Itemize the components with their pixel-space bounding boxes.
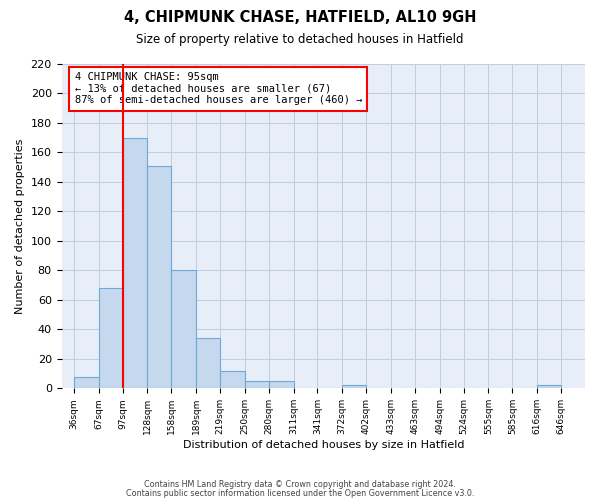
Bar: [74, 376, 98, 388]
Y-axis label: Number of detached properties: Number of detached properties: [15, 138, 25, 314]
Bar: [98, 288, 122, 388]
Bar: [342, 386, 366, 388]
Bar: [245, 381, 269, 388]
Bar: [122, 138, 148, 388]
Bar: [269, 381, 293, 388]
Text: Contains HM Land Registry data © Crown copyright and database right 2024.: Contains HM Land Registry data © Crown c…: [144, 480, 456, 489]
Bar: [196, 338, 220, 388]
Bar: [220, 370, 245, 388]
Bar: [172, 270, 196, 388]
Bar: [537, 386, 561, 388]
Bar: [148, 166, 172, 388]
Text: Size of property relative to detached houses in Hatfield: Size of property relative to detached ho…: [136, 32, 464, 46]
Text: Contains public sector information licensed under the Open Government Licence v3: Contains public sector information licen…: [126, 488, 474, 498]
Text: 4 CHIPMUNK CHASE: 95sqm
← 13% of detached houses are smaller (67)
87% of semi-de: 4 CHIPMUNK CHASE: 95sqm ← 13% of detache…: [74, 72, 362, 106]
Text: 4, CHIPMUNK CHASE, HATFIELD, AL10 9GH: 4, CHIPMUNK CHASE, HATFIELD, AL10 9GH: [124, 10, 476, 25]
X-axis label: Distribution of detached houses by size in Hatfield: Distribution of detached houses by size …: [182, 440, 464, 450]
